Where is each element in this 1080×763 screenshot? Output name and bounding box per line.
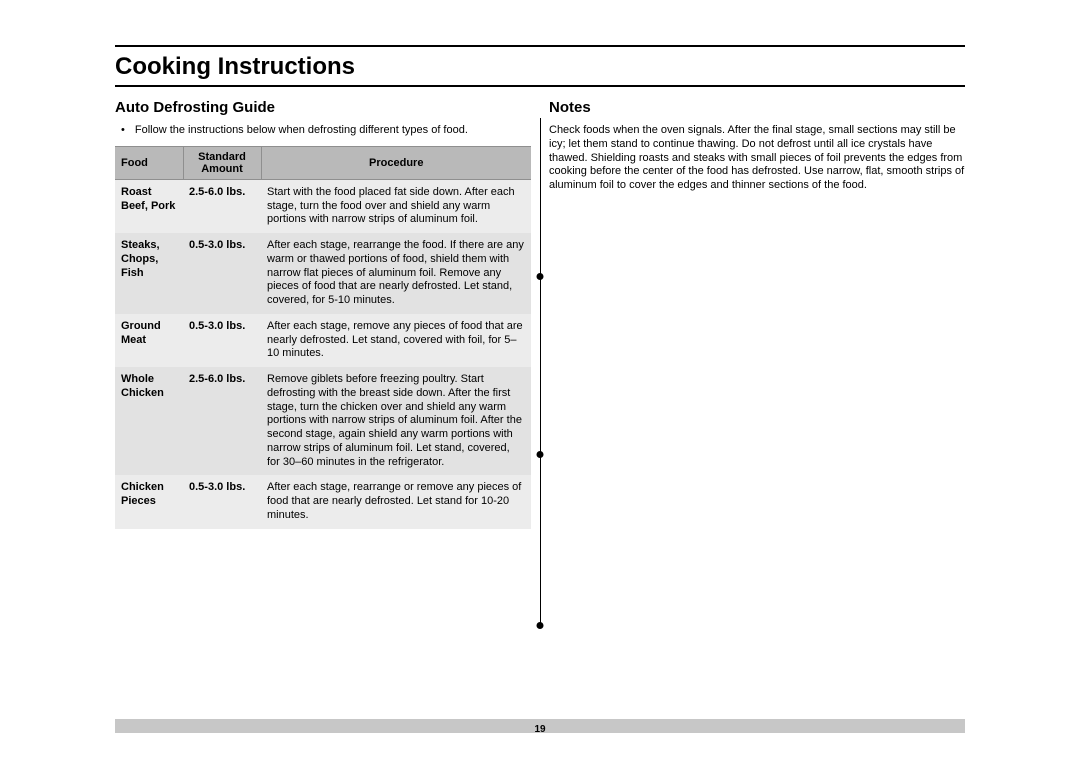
page-title: Cooking Instructions <box>115 53 965 81</box>
table-row: Ground Meat 0.5-3.0 lbs. After each stag… <box>115 314 531 367</box>
bullet-icon: • <box>121 124 125 138</box>
top-rule <box>115 45 965 47</box>
cell-amount: 0.5-3.0 lbs. <box>183 475 261 528</box>
cell-procedure: Remove giblets before freezing poultry. … <box>261 367 531 475</box>
cell-amount: 2.5-6.0 lbs. <box>183 367 261 475</box>
cell-food: Chicken Pieces <box>115 475 183 528</box>
cell-food: Steaks, Chops, Fish <box>115 233 183 314</box>
page-number: 19 <box>534 723 545 737</box>
divider-tick <box>537 622 544 629</box>
cell-amount: 0.5-3.0 lbs. <box>183 314 261 367</box>
table-row: Chicken Pieces 0.5-3.0 lbs. After each s… <box>115 475 531 528</box>
title-rule <box>115 85 965 87</box>
notes-body: Check foods when the oven signals. After… <box>549 124 965 193</box>
cell-food: Whole Chicken <box>115 367 183 475</box>
left-column: Auto Defrosting Guide • Follow the instr… <box>115 99 531 529</box>
defrost-heading: Auto Defrosting Guide <box>115 99 531 116</box>
center-divider <box>540 118 541 628</box>
table-header-row: Food Standard Amount Procedure <box>115 146 531 179</box>
table-row: Roast Beef, Pork 2.5-6.0 lbs. Start with… <box>115 179 531 233</box>
defrost-table: Food Standard Amount Procedure Roast Bee… <box>115 146 531 529</box>
footer-bar: 19 <box>115 719 965 733</box>
cell-amount: 0.5-3.0 lbs. <box>183 233 261 314</box>
intro-line: • Follow the instructions below when def… <box>115 124 531 138</box>
cell-procedure: After each stage, remove any pieces of f… <box>261 314 531 367</box>
cell-food: Roast Beef, Pork <box>115 179 183 233</box>
cell-procedure: After each stage, rearrange the food. If… <box>261 233 531 314</box>
divider-tick <box>537 451 544 458</box>
divider-tick <box>537 273 544 280</box>
table-row: Steaks, Chops, Fish 0.5-3.0 lbs. After e… <box>115 233 531 314</box>
right-column: Notes Check foods when the oven signals.… <box>549 99 965 529</box>
table-row: Whole Chicken 2.5-6.0 lbs. Remove giblet… <box>115 367 531 475</box>
col-food: Food <box>115 146 183 179</box>
cell-procedure: After each stage, rearrange or remove an… <box>261 475 531 528</box>
cell-amount: 2.5-6.0 lbs. <box>183 179 261 233</box>
cell-procedure: Start with the food placed fat side down… <box>261 179 531 233</box>
col-procedure: Procedure <box>261 146 531 179</box>
col-amount: Standard Amount <box>183 146 261 179</box>
manual-page: Cooking Instructions Auto Defrosting Gui… <box>0 0 1080 763</box>
intro-text: Follow the instructions below when defro… <box>135 124 468 138</box>
cell-food: Ground Meat <box>115 314 183 367</box>
notes-heading: Notes <box>549 99 965 116</box>
